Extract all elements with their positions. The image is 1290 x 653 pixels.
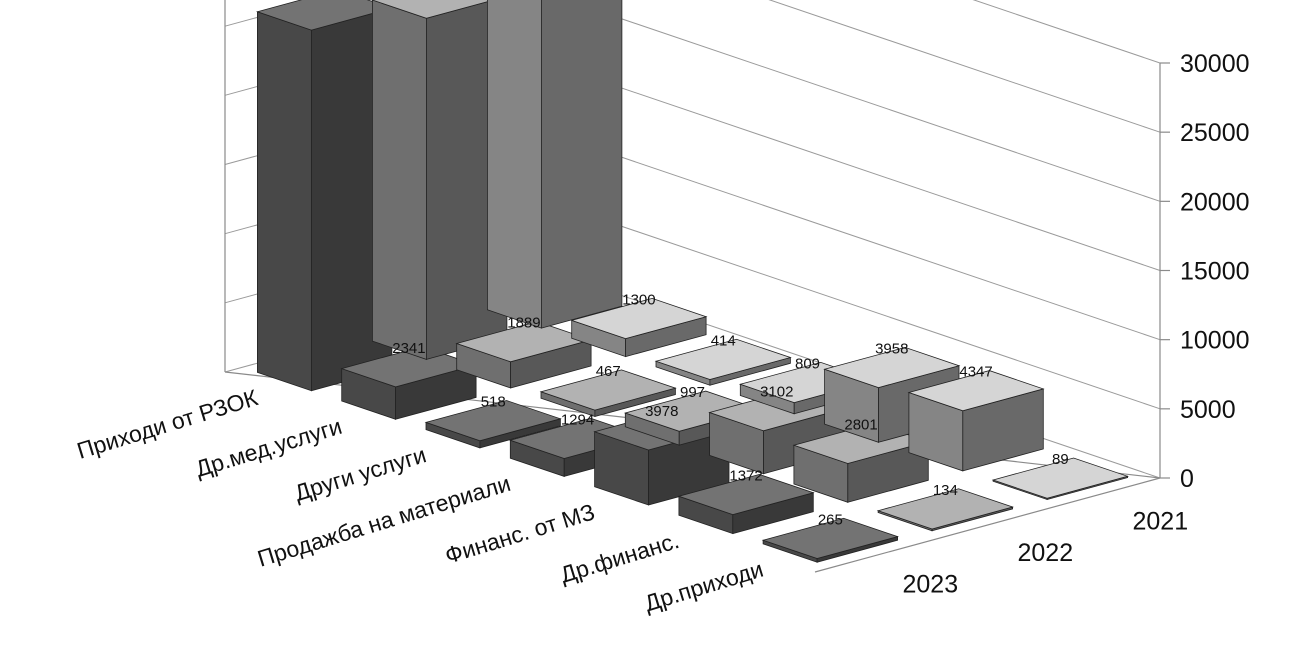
bar-2023-6 xyxy=(677,473,815,535)
bar-side-face xyxy=(371,0,427,360)
bar-top-face xyxy=(539,369,677,411)
data-label: 2341 xyxy=(392,340,425,357)
data-label: 265 xyxy=(818,511,843,528)
bar-2021-1 xyxy=(486,0,623,329)
data-label: 1294 xyxy=(561,411,594,428)
bar-front-face xyxy=(541,0,623,329)
data-label: 1889 xyxy=(507,315,540,332)
data-label: 1300 xyxy=(622,292,655,309)
category-label: Др.финанс. xyxy=(557,527,682,588)
bar-side-face xyxy=(486,0,542,329)
bar-2021-3 xyxy=(654,338,792,386)
bar-2022-3 xyxy=(539,369,677,418)
data-label: 1372 xyxy=(729,467,762,484)
bar-2022-2 xyxy=(455,321,593,389)
bar-2021-6 xyxy=(907,370,1045,472)
category-label: Др.приходи xyxy=(641,556,766,617)
bar-top-face xyxy=(761,517,899,559)
bar-top-face xyxy=(991,457,1129,499)
bar-top-face xyxy=(907,370,1045,412)
data-label: 997 xyxy=(680,384,705,401)
y-tick-label: 25000 xyxy=(1180,119,1250,147)
y-tick-label: 30000 xyxy=(1180,50,1250,78)
bar-top-face xyxy=(570,297,708,340)
data-label: 414 xyxy=(711,332,736,349)
data-label: 3102 xyxy=(760,384,793,401)
bar-2021-2 xyxy=(570,297,708,358)
series-label: 2023 xyxy=(903,570,959,598)
bar-top-face xyxy=(371,0,496,19)
series-label: 2021 xyxy=(1133,508,1189,536)
bar-2023-7 xyxy=(761,517,899,563)
y-tick-label: 20000 xyxy=(1180,188,1250,216)
y-tick-label: 10000 xyxy=(1180,327,1250,355)
bar-side-face xyxy=(256,11,312,392)
y-tick-label: 15000 xyxy=(1180,258,1250,286)
bar-top-face xyxy=(424,400,562,442)
category-label: Други услуги xyxy=(291,441,429,506)
data-label: 134 xyxy=(933,482,958,499)
bar-2023-1 xyxy=(256,0,394,392)
y-axis: 0 5000 10000 15000 20000 25000 30000 xyxy=(1160,50,1250,493)
bar-2022-1 xyxy=(371,0,508,360)
bars xyxy=(256,0,1129,563)
series-axis-line xyxy=(814,477,1161,573)
data-labels: 2607223412465551818892902412944671300397… xyxy=(392,292,1069,529)
bar-top-face xyxy=(823,346,961,389)
bar-2022-7 xyxy=(876,488,1014,532)
series-axis: 2021 2022 2023 xyxy=(903,508,1189,599)
bar-2023-3 xyxy=(424,400,562,449)
y-tick-label: 0 xyxy=(1180,465,1194,493)
data-label: 3978 xyxy=(645,403,678,420)
data-label: 2801 xyxy=(844,416,877,433)
data-label: 518 xyxy=(481,394,506,411)
bar-top-face xyxy=(677,473,815,516)
gridline xyxy=(224,0,1161,133)
data-label: 467 xyxy=(596,363,621,380)
data-label: 809 xyxy=(795,355,820,372)
data-label: 89 xyxy=(1052,451,1069,468)
bar-top-face xyxy=(876,488,1014,530)
bar-top-face xyxy=(654,338,792,380)
bar-2021-7 xyxy=(991,457,1129,501)
y-tick-label: 5000 xyxy=(1180,396,1236,424)
series-label: 2022 xyxy=(1018,539,1074,567)
data-label: 4347 xyxy=(959,364,992,381)
data-label: 3958 xyxy=(875,340,908,357)
